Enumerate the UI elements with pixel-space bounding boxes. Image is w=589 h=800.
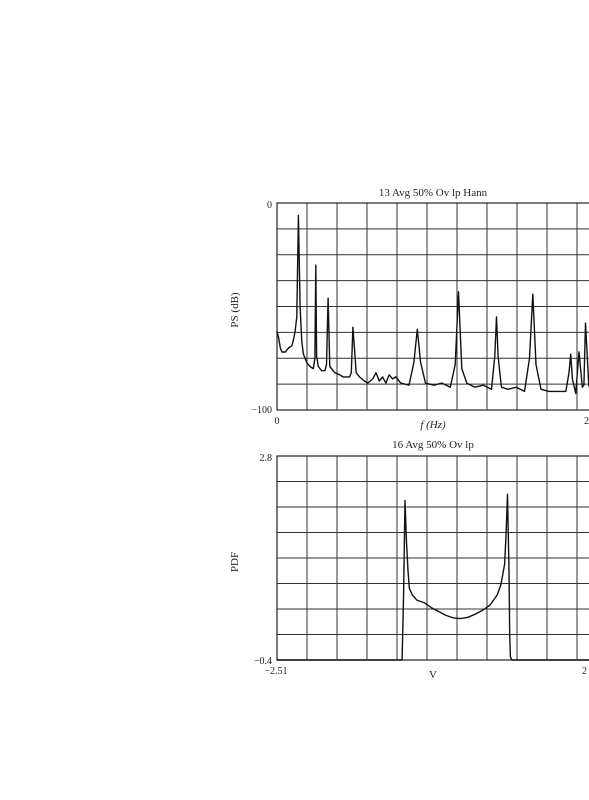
pdf-y-axis-label: PDF	[229, 552, 241, 572]
ps-x-axis-label: f (Hz)	[420, 419, 446, 431]
pdf-grid	[277, 456, 589, 660]
ps-grid	[277, 203, 589, 410]
pdf-chart-title: 16 Avg 50% Ov lp	[392, 439, 474, 451]
pdf-y-tick-bottom: −0.4	[254, 656, 272, 667]
ps-y-tick-bottom: −100	[251, 405, 272, 416]
pdf-x-tick-right: 2	[582, 666, 587, 677]
pdf-x-axis-label: V	[429, 669, 437, 681]
ps-series-line	[276, 214, 589, 395]
ps-x-tick-right: 2	[584, 416, 589, 427]
ps-y-tick-top: 0	[267, 200, 272, 211]
ps-y-axis-label: PS (dB)	[229, 292, 241, 327]
pdf-series-line	[277, 493, 589, 661]
pdf-chart: 16 Avg 50% Ov lp 2.8 −0.4 −2.51 2 V PDF	[229, 439, 589, 681]
pdf-y-tick-top: 2.8	[260, 453, 273, 464]
ps-x-tick-left: 0	[275, 416, 280, 427]
power-spectrum-chart: 13 Avg 50% Ov lp Hann 0 −100 0 2 f (Hz) …	[229, 187, 589, 431]
pdf-x-tick-left: −2.51	[264, 666, 287, 677]
ps-chart-title: 13 Avg 50% Ov lp Hann	[379, 187, 488, 199]
